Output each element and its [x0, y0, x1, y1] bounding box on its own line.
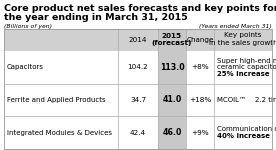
Text: Super high-end multilayer: Super high-end multilayer — [217, 58, 276, 64]
Bar — [4, 29, 272, 149]
Text: MCOIL™    2.2 times: MCOIL™ 2.2 times — [217, 97, 276, 103]
Text: 25% increase: 25% increase — [217, 71, 270, 77]
Bar — [4, 116, 158, 149]
Text: +18%: +18% — [189, 97, 211, 103]
Text: Change: Change — [186, 37, 214, 43]
Bar — [158, 51, 186, 84]
Text: (Years ended March 31): (Years ended March 31) — [199, 24, 272, 29]
Text: 46.0: 46.0 — [162, 128, 182, 137]
Bar — [158, 84, 186, 116]
Bar — [4, 29, 272, 51]
Text: (Billions of yen): (Billions of yen) — [4, 24, 52, 29]
Text: 113.0: 113.0 — [160, 63, 184, 72]
Text: ceramic capacitors: ceramic capacitors — [217, 64, 276, 70]
Text: Ferrite and Applied Products: Ferrite and Applied Products — [7, 97, 106, 103]
Text: Communication device: Communication device — [217, 126, 276, 132]
Bar — [158, 116, 186, 149]
Bar — [158, 29, 186, 51]
Text: Core product net sales forecasts and key points for: Core product net sales forecasts and key… — [4, 4, 276, 13]
Text: 42.4: 42.4 — [130, 130, 146, 136]
Bar — [186, 116, 272, 149]
Text: 41.0: 41.0 — [162, 96, 182, 105]
Text: Capacitors: Capacitors — [7, 64, 44, 70]
Text: 40% increase: 40% increase — [217, 133, 270, 139]
Text: +8%: +8% — [191, 64, 209, 70]
Bar — [186, 84, 272, 116]
Text: 104.2: 104.2 — [128, 64, 148, 70]
Text: Key points
in the sales growth: Key points in the sales growth — [209, 33, 276, 45]
Text: 2014: 2014 — [129, 37, 147, 43]
Text: Integrated Modules & Devices: Integrated Modules & Devices — [7, 130, 112, 136]
Bar — [4, 84, 158, 116]
Text: 2015
(forecast): 2015 (forecast) — [152, 33, 192, 45]
Text: 34.7: 34.7 — [130, 97, 146, 103]
Text: the year ending in March 31, 2015: the year ending in March 31, 2015 — [4, 13, 188, 22]
Bar — [4, 51, 158, 84]
Bar — [186, 51, 272, 84]
Text: +9%: +9% — [191, 130, 209, 136]
